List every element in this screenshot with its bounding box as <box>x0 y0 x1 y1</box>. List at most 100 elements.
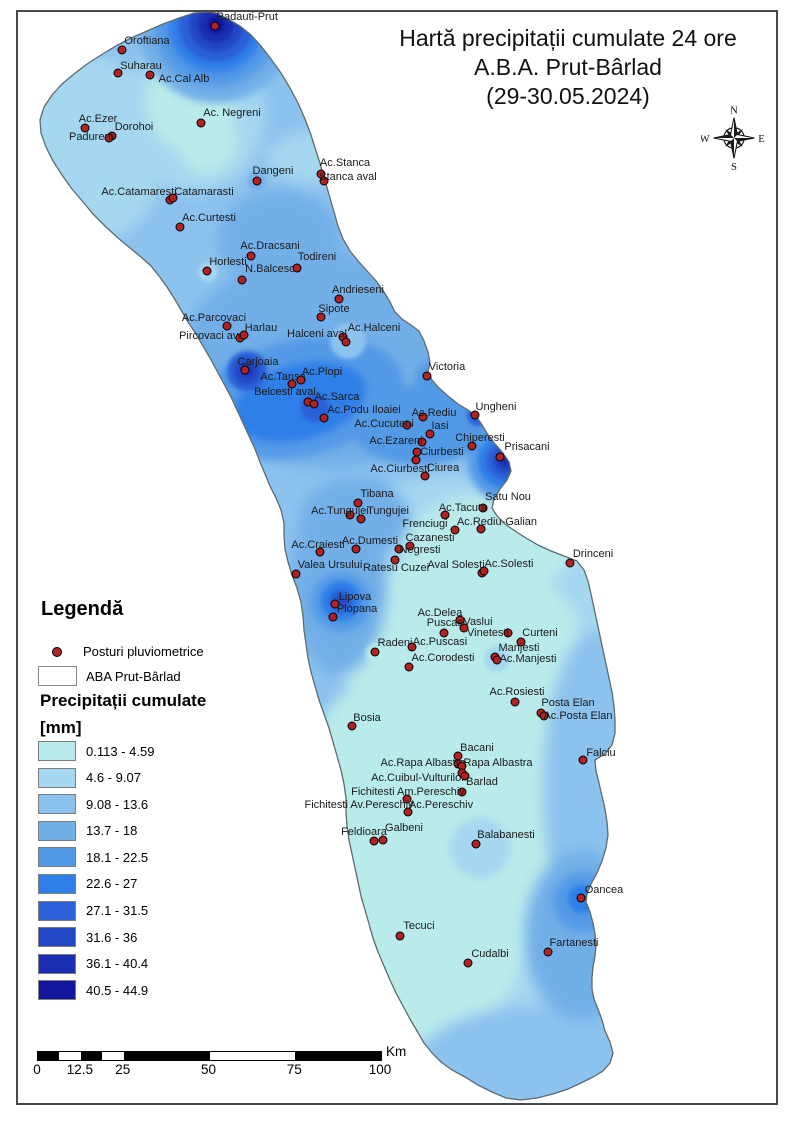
station-dot <box>237 275 247 285</box>
station-label: Horlesti <box>209 256 247 268</box>
station-label: Drinceni <box>572 548 614 560</box>
station-label: Plopana <box>336 603 378 615</box>
legend-class-range: 36.1 - 40.4 <box>86 956 149 972</box>
compass-w-label: W <box>701 133 711 145</box>
legend-unit-label: [mm] <box>40 718 82 737</box>
station-dot <box>476 524 486 534</box>
station-dot <box>315 547 325 557</box>
legend-precip-heading: Precipitații cumulate <box>40 691 207 710</box>
station-label: Bacani <box>460 742 494 754</box>
station-label: Radauti-Prut <box>216 11 278 23</box>
station-label: Tibana <box>360 488 394 500</box>
station-label: Chiperesti <box>455 432 505 444</box>
station-label: Feldioara <box>341 826 387 838</box>
station-dot <box>578 755 588 765</box>
title-line-1: Hartă precipitații cumulate 24 ore <box>399 25 737 51</box>
station-dot <box>425 429 435 439</box>
station-label: Ungheni <box>475 401 517 413</box>
legend-class-swatch <box>38 900 76 921</box>
scale-bar-tick: 75 <box>286 1062 302 1077</box>
legend-class-swatch <box>38 927 76 948</box>
station-label: Ac.Dracsani <box>240 240 300 252</box>
station-label: Halceni aval <box>287 328 347 340</box>
station-dot <box>394 544 404 554</box>
legend-class-row: 13.7 - 18 <box>38 820 154 841</box>
station-label: Dorohoi <box>114 121 154 133</box>
scale-bar-segment <box>209 1052 296 1060</box>
legend-class-swatch <box>38 873 76 894</box>
station-dot <box>80 123 90 133</box>
scale-bar-segment <box>295 1052 381 1060</box>
station-label: N.Balcescu <box>245 263 301 275</box>
station-label: Cazanesti <box>405 532 455 544</box>
station-label: Ac. Negreni <box>203 107 261 119</box>
map-title: Hartă precipitații cumulate 24 ore A.B.A… <box>328 24 794 111</box>
station-dot <box>463 958 473 968</box>
station-label: Ac.Dumesti <box>341 535 399 547</box>
station-label: Stanca aval <box>319 171 377 183</box>
station-dot <box>492 655 502 665</box>
station-label: Ac.Podu Iloaiei <box>327 404 401 416</box>
station-dot <box>145 70 155 80</box>
station-label: Ac.Puscasi <box>412 636 468 648</box>
station-label: Dangeni <box>252 165 294 177</box>
station-label: Ac.Delea <box>417 607 463 619</box>
legend-class-row: 27.1 - 31.5 <box>38 900 154 921</box>
boundary-swatch <box>38 666 77 686</box>
station-dot <box>353 498 363 508</box>
station-dot <box>422 371 432 381</box>
station-label: Fichitesti Av.Pereschiv <box>304 799 414 811</box>
legend-class-row: 18.1 - 22.5 <box>38 847 154 868</box>
legend-class-range: 40.5 - 44.9 <box>86 982 149 998</box>
station-label: Fartanesti <box>549 937 599 949</box>
station-dot <box>292 263 302 273</box>
scale-bar <box>37 1051 382 1061</box>
station-label: Vinetesti <box>467 627 509 639</box>
station-dot <box>319 413 329 423</box>
station-dot <box>334 294 344 304</box>
station-label: Ac.Parcovaci <box>181 312 247 324</box>
station-label: Radeni <box>377 637 413 649</box>
legend-class-row: 40.5 - 44.9 <box>38 980 154 1001</box>
station-label: Ac.Ezareni <box>369 435 423 447</box>
station-label: Iasi <box>431 420 449 432</box>
station-label: Prisacani <box>504 441 550 453</box>
station-label: Ac.Posta Elan <box>543 710 613 722</box>
legend-stations-label: Posturi pluviometrice <box>83 644 204 659</box>
station-label: Ac.Solesti <box>484 558 534 570</box>
legend-class-swatch <box>38 980 76 1001</box>
station-dot <box>316 312 326 322</box>
station-label: Ac.Manjesti <box>499 653 557 665</box>
station-label: Ac.Pereschiv <box>408 799 474 811</box>
station-label: Pircovaci aval <box>179 330 247 342</box>
station-label: Ac.Ezer <box>78 113 118 125</box>
legend-class-list: 0.113 - 4.59 4.6 - 9.07 9.08 - 13.6 13.7 - … <box>38 741 154 1007</box>
station-label: Catamarasti <box>174 186 234 198</box>
station-label: Belcesti aval <box>254 386 316 398</box>
station-dot <box>516 637 526 647</box>
station-dot <box>202 266 212 276</box>
station-dot <box>543 947 553 957</box>
station-dot <box>296 375 306 385</box>
station-dot <box>390 555 400 565</box>
station-label: Barlad <box>466 776 498 788</box>
station-label: Lipova <box>338 591 372 603</box>
station-label: Puscasi <box>426 617 466 629</box>
station-label: Todireni <box>297 251 337 263</box>
station-label: Oroftiana <box>124 35 170 47</box>
station-dot <box>460 771 470 781</box>
station-dot <box>252 176 262 186</box>
station-dot <box>395 931 405 941</box>
station-label: Valea Ursului <box>297 559 363 571</box>
station-label: Ac.Rediu <box>411 407 457 419</box>
station-dot-icon <box>52 646 62 657</box>
station-label: Ac.Halceni <box>347 322 401 334</box>
station-dot <box>411 455 421 465</box>
scale-bar-segment <box>102 1052 124 1060</box>
station-label: Ac.Cuibul-Vulturilor <box>371 772 465 784</box>
station-dot <box>510 697 520 707</box>
station-label: Manjesti <box>498 642 540 654</box>
scale-bar-unit: Km <box>386 1044 407 1059</box>
legend-class-range: 31.6 - 36 <box>86 929 138 945</box>
title-line-2: A.B.A. Prut-Bârlad <box>474 54 662 80</box>
